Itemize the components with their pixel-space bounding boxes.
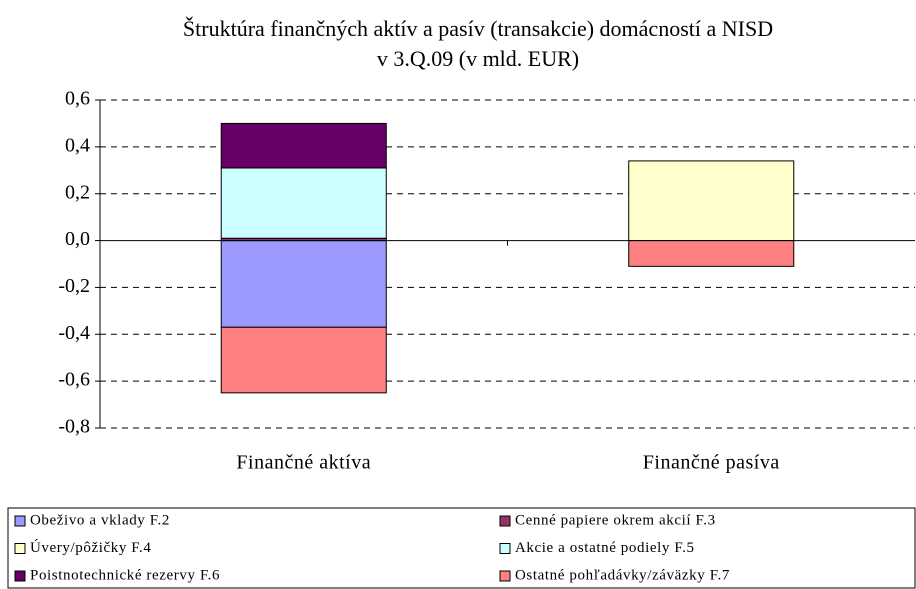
y-tick-label: 0,6 [65, 88, 90, 110]
y-tick-label: -0,2 [58, 275, 90, 297]
legend-label: Poistnotechnické rezervy F.6 [30, 567, 220, 583]
y-tick-label: 0,0 [65, 228, 90, 250]
legend-swatch [14, 570, 26, 582]
x-tick-label: Finančné aktíva [236, 452, 371, 474]
bar-segment [220, 122, 387, 169]
legend-swatch [499, 543, 511, 554]
legend-label: Cenné papiere okrem akcií F.3 [515, 512, 716, 528]
y-tick-label: -0,6 [58, 369, 90, 391]
bar-segment [628, 240, 795, 267]
legend-label: Akcie a ostatné podiely F.5 [515, 540, 695, 556]
y-tick-label: 0,4 [65, 134, 90, 156]
bar-segment [220, 167, 387, 239]
bar-segment [628, 160, 795, 242]
legend-swatch [499, 570, 511, 582]
bar-segment [220, 326, 387, 394]
legend-label: Úvery/pôžičky F.4 [30, 539, 151, 556]
bar-segment [220, 240, 387, 328]
legend-label: Ostatné pohľadávky/záväzky F.7 [515, 567, 730, 583]
legend-swatch [14, 543, 26, 554]
legend-box [7, 507, 916, 589]
x-tick-label: Finančné pasíva [643, 452, 780, 474]
y-tick-label: -0,4 [58, 322, 90, 344]
chart-title: Štruktúra finančných aktív a pasív (tran… [182, 16, 774, 71]
legend-swatch [14, 515, 26, 527]
y-tick-label: -0,8 [58, 416, 90, 438]
y-tick-label: 0,2 [65, 181, 90, 203]
legend-swatch [499, 515, 511, 527]
legend-label: Obeživo a vklady F.2 [30, 512, 170, 528]
